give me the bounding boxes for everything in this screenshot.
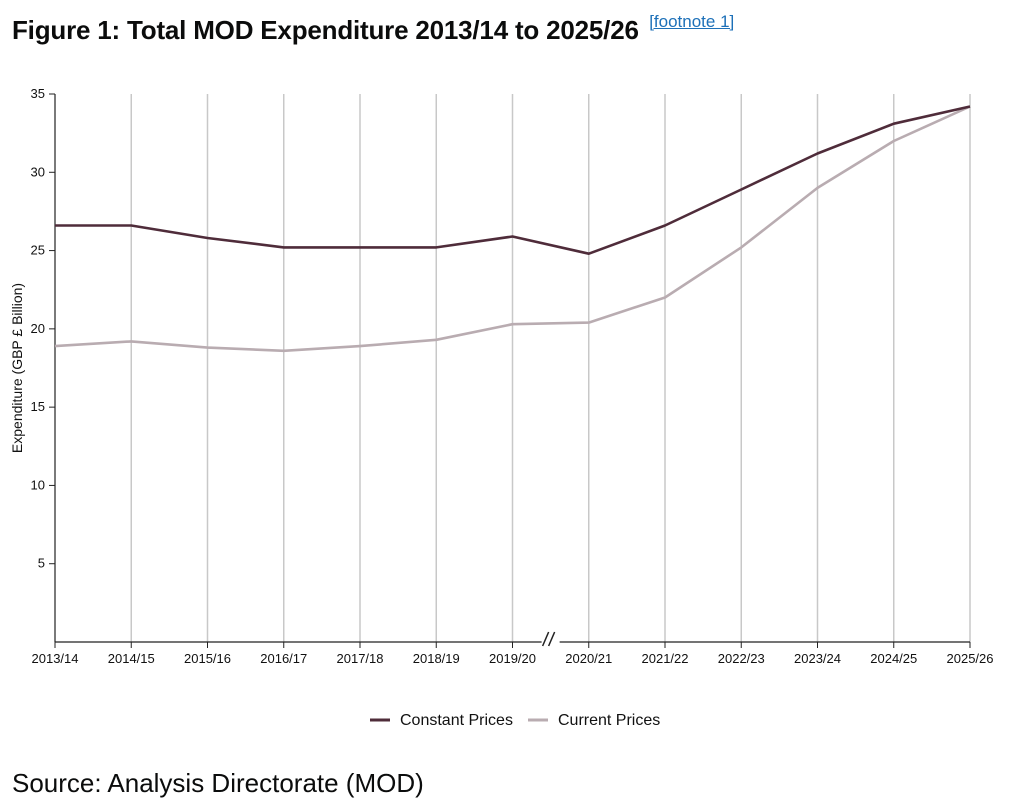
- figure-title: Figure 1: Total MOD Expenditure 2013/14 …: [12, 15, 639, 45]
- y-tick-label: 20: [31, 321, 45, 336]
- x-tick-label: 2020/21: [565, 651, 612, 666]
- axis-break-mask: [541, 630, 560, 646]
- y-tick-label: 10: [31, 477, 45, 492]
- x-tick-label: 2025/26: [947, 651, 994, 666]
- x-tick-label: 2013/14: [32, 651, 79, 666]
- series-line-constant-prices: [55, 105, 971, 255]
- y-tick-label: 5: [38, 556, 45, 571]
- y-tick-label: 25: [31, 243, 45, 258]
- series-line-current-prices: [54, 105, 971, 353]
- x-tick-label: 2021/22: [642, 651, 689, 666]
- y-tick-label: 30: [31, 164, 45, 179]
- x-tick-label: 2014/15: [108, 651, 155, 666]
- footnote-link[interactable]: [footnote 1]: [649, 12, 735, 31]
- legend-label-constant-prices: Constant Prices: [400, 712, 513, 729]
- y-tick-label: 35: [31, 86, 45, 101]
- x-tick-label: 2015/16: [184, 651, 231, 666]
- x-tick-label: 2018/19: [413, 651, 460, 666]
- x-tick-label: 2017/18: [337, 651, 384, 666]
- axis-break-mark: [547, 631, 556, 647]
- x-tick-label: 2016/17: [260, 651, 307, 666]
- x-tick-label: 2023/24: [794, 651, 841, 666]
- y-tick-label: 15: [31, 399, 45, 414]
- legend-label-current-prices: Current Prices: [558, 712, 660, 729]
- x-tick-label: 2024/25: [870, 651, 917, 666]
- x-tick-label: 2022/23: [718, 651, 765, 666]
- source-note: Source: Analysis Directorate (MOD): [12, 768, 424, 798]
- line-chart: 5 10 15 20 25 30 35 2013/14 2014/15 2015/16 2016/1…: [9, 86, 994, 729]
- x-tick-label: 2019/20: [489, 651, 536, 666]
- figure-title-row: Figure 1: Total MOD Expenditure 2013/14 …: [12, 12, 734, 46]
- axis-break-mark: [541, 631, 550, 647]
- y-axis-label: Expenditure (GBP £ Billion): [9, 283, 25, 453]
